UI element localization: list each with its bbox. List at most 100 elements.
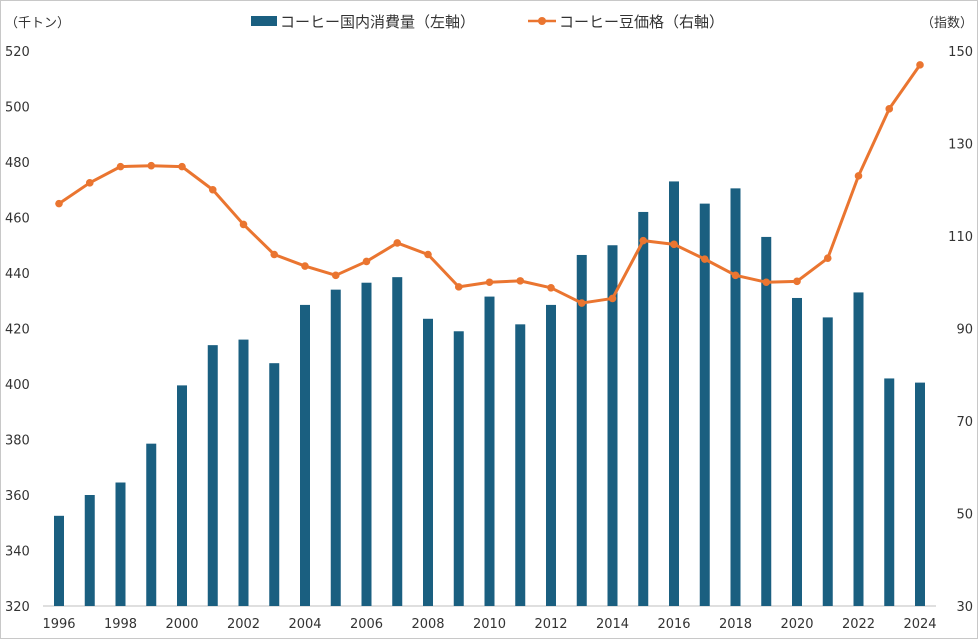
x-axis-tick-label: 2018 [719,617,752,632]
consumption-bar [638,211,649,606]
consumption-bar [822,317,833,606]
consumption-bar [330,289,341,606]
right-axis-tick-label: 50 [956,508,973,523]
price-point [823,254,832,262]
consumption-bar [669,181,679,607]
left-axis-tick-label: 420 [5,323,30,338]
price-point [608,294,617,303]
price-point [454,283,463,291]
price-point [239,220,248,229]
consumption-bar [177,385,187,606]
price-point [301,262,309,270]
price-point [854,172,863,180]
consumption-bar [423,318,433,606]
consumption-bar [238,339,249,606]
x-axis-tick-label: 1996 [42,617,75,632]
price-point [885,105,894,113]
left-axis-tick-label: 460 [5,212,30,227]
consumption-bar [607,245,618,606]
left-axis-tick-label: 340 [5,545,30,560]
x-axis-tick-label: 2020 [780,617,813,632]
left-axis-tick-label: 520 [5,45,30,60]
price-point [116,162,125,171]
consumption-bar [207,345,218,606]
consumption-bar [54,515,64,606]
left-axis-unit-label: （千トン） [5,16,70,31]
right-axis-tick-label: 130 [948,138,973,153]
price-point [916,61,924,69]
price-point [424,250,432,259]
legend-swatch-consumption [251,16,277,26]
consumption-bar [761,236,772,607]
legend: コーヒー国内消費量（左軸） コーヒー豆価格（右軸） [251,13,724,31]
consumption-bar [300,304,310,606]
consumption-bar [546,304,556,606]
consumption-bar [361,282,372,606]
consumption-bar [730,188,741,607]
price-point [270,250,279,259]
left-axis-tick-label: 440 [5,267,30,282]
price-point [516,277,525,285]
consumption-bar [576,254,587,606]
consumption-bar [392,277,403,606]
consumption-bar [853,292,864,606]
consumption-bar [84,495,95,606]
consumption-bar [146,443,157,606]
price-point [85,179,94,187]
consumption-bar [269,363,280,606]
right-axis-tick-label: 70 [956,415,973,430]
x-axis-tick-label: 2006 [350,617,383,632]
consumption-bar [699,203,710,606]
price-point [670,240,678,249]
x-axis-tick-label: 2000 [165,617,198,632]
consumption-bar [915,382,925,606]
legend-label-price: コーヒー豆価格（右軸） [559,13,724,31]
left-axis-tick-label: 400 [5,378,30,393]
price-point [178,162,186,171]
price-point [362,257,371,266]
consumption-bar [484,296,495,606]
price-point [147,161,156,170]
x-axis-tick-label: 1998 [104,617,137,632]
legend-label-consumption: コーヒー国内消費量（左軸） [280,13,475,31]
x-axis-tick-label: 2010 [473,617,506,632]
consumption-bar [792,297,802,606]
consumption-bar [453,331,464,606]
right-axis-tick-label: 150 [948,45,973,60]
price-point [331,271,340,280]
x-axis-tick-label: 2012 [534,617,567,632]
legend-marker-price [538,17,546,25]
x-axis-tick-label: 2004 [288,617,321,632]
price-point [762,278,771,287]
price-point [700,255,709,263]
left-axis-tick-label: 320 [5,600,30,615]
x-axis-tick-label: 2002 [227,617,260,632]
right-axis-tick-label: 110 [948,230,973,245]
left-axis-tick-label: 500 [5,101,30,116]
price-point [731,271,740,280]
price-point [485,278,494,287]
x-axis-tick-label: 2008 [411,617,444,632]
price-point [55,199,63,208]
price-point [393,239,402,247]
x-axis-tick-label: 2016 [657,617,690,632]
consumption-bar [115,482,126,606]
price-point [208,185,217,194]
x-axis-tick-label: 2014 [596,617,629,632]
left-axis-tick-label: 360 [5,489,30,504]
price-point [547,284,555,292]
price-point [577,299,586,307]
right-axis-tick-label: 30 [956,600,973,615]
consumption-bar [515,324,526,606]
price-line [58,64,922,305]
consumption-bar [884,378,895,606]
right-axis-unit-label: （指数） [921,16,973,31]
x-axis-tick-label: 2024 [903,617,936,632]
right-axis-tick-label: 90 [956,323,973,338]
price-point [793,277,801,286]
price-point [639,236,648,245]
x-axis-tick-label: 2022 [842,617,875,632]
left-axis-tick-label: 380 [5,434,30,449]
